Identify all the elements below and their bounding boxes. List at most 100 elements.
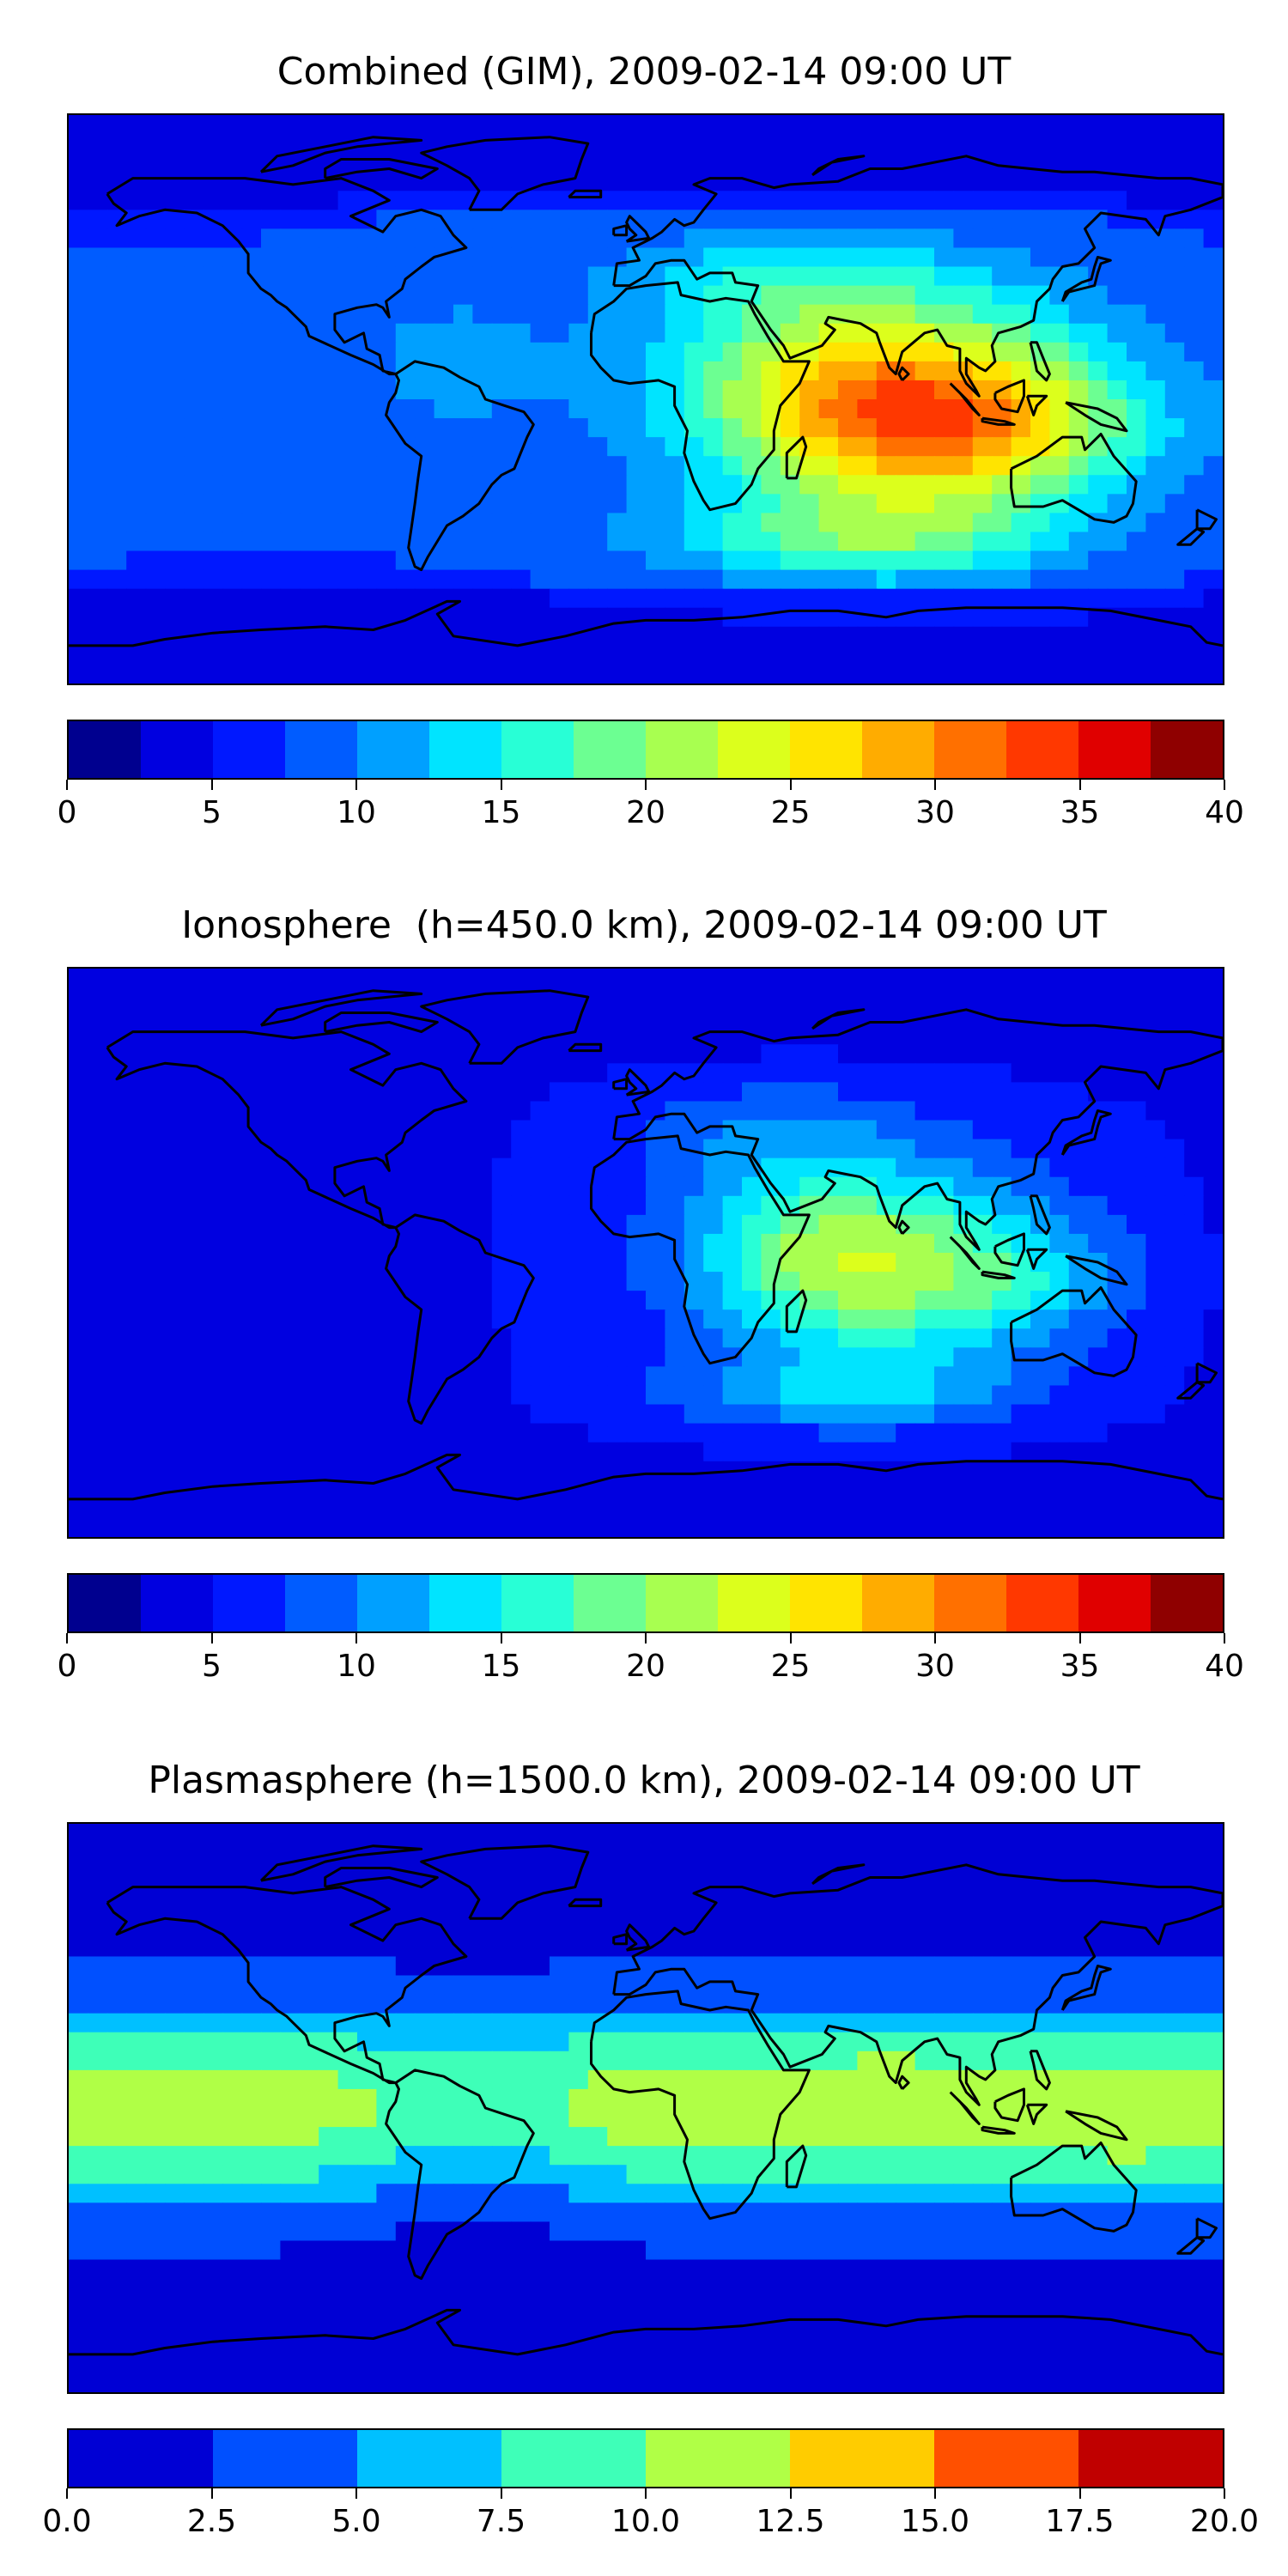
field-cell bbox=[184, 247, 204, 268]
field-cell bbox=[1049, 1214, 1070, 1235]
field-cell bbox=[1184, 2184, 1205, 2204]
field-cell bbox=[722, 342, 743, 362]
field-cell bbox=[241, 2050, 262, 2071]
field-cell bbox=[914, 1366, 935, 1387]
field-cell bbox=[165, 513, 185, 533]
field-cell bbox=[818, 1082, 839, 1103]
field-cell bbox=[626, 607, 647, 628]
field-cell bbox=[972, 2050, 993, 2071]
field-cell bbox=[1203, 342, 1223, 362]
field-cell bbox=[972, 1918, 993, 1939]
field-cell bbox=[88, 1385, 108, 1406]
field-cell bbox=[184, 2032, 204, 2052]
field-cell bbox=[857, 513, 878, 533]
field-cell bbox=[1030, 2032, 1051, 2052]
field-cell bbox=[511, 1025, 532, 1046]
field-cell bbox=[491, 494, 512, 514]
field-cell bbox=[953, 626, 974, 647]
field-cell bbox=[972, 1291, 993, 1310]
field-cell bbox=[69, 323, 89, 343]
field-cell bbox=[972, 285, 993, 306]
field-cell bbox=[1164, 1328, 1185, 1349]
field-cell bbox=[1011, 2146, 1031, 2166]
field-cell bbox=[530, 323, 550, 343]
field-cell bbox=[261, 2184, 282, 2204]
coastline bbox=[981, 1270, 1016, 1279]
field-cell bbox=[665, 513, 685, 533]
field-cell bbox=[914, 1347, 935, 1368]
colorbar-segment bbox=[141, 1575, 213, 1631]
field-cell bbox=[587, 494, 608, 514]
field-cell bbox=[1068, 134, 1089, 154]
field-cell bbox=[165, 2013, 185, 2033]
field-cell bbox=[838, 2088, 859, 2109]
field-cell bbox=[434, 228, 454, 249]
field-cell bbox=[415, 2088, 435, 2109]
field-cell bbox=[1203, 1157, 1223, 1178]
field-cell bbox=[222, 588, 243, 609]
field-cell bbox=[972, 1461, 993, 1481]
field-cell bbox=[241, 1899, 262, 1920]
field-cell bbox=[1164, 626, 1185, 647]
field-cell bbox=[453, 588, 474, 609]
field-cell bbox=[857, 266, 878, 287]
field-cell bbox=[972, 1937, 993, 1958]
field-cell bbox=[88, 418, 108, 438]
field-cell bbox=[165, 1195, 185, 1216]
field-cell bbox=[319, 361, 339, 381]
field-cell bbox=[626, 437, 647, 457]
field-cell bbox=[530, 550, 550, 571]
field-cell bbox=[357, 475, 378, 495]
field-cell bbox=[1011, 285, 1031, 306]
field-cell bbox=[165, 1253, 185, 1273]
field-cell bbox=[838, 626, 859, 647]
field-cell bbox=[818, 1918, 839, 1939]
field-cell bbox=[1011, 475, 1031, 495]
field-cell bbox=[261, 1975, 282, 1996]
field-cell bbox=[69, 1291, 89, 1310]
field-cell bbox=[1127, 1272, 1147, 1291]
field-cell bbox=[126, 2202, 147, 2223]
field-cell bbox=[550, 588, 570, 609]
field-cell bbox=[683, 1082, 704, 1103]
field-cell bbox=[280, 1157, 301, 1178]
field-cell bbox=[722, 115, 743, 135]
field-cell bbox=[1184, 1843, 1205, 1862]
field-cell bbox=[1145, 2032, 1166, 2052]
field-cell bbox=[491, 532, 512, 552]
field-cell bbox=[587, 1253, 608, 1273]
field-cell bbox=[857, 1044, 878, 1065]
field-cell bbox=[1068, 2013, 1089, 2033]
field-cell bbox=[838, 1101, 859, 1121]
field-cell bbox=[818, 134, 839, 154]
field-cell bbox=[1011, 1025, 1031, 1046]
field-cell bbox=[319, 1899, 339, 1920]
field-cell bbox=[838, 2127, 859, 2147]
field-cell bbox=[780, 645, 800, 665]
field-cell bbox=[857, 1498, 878, 1519]
field-cell bbox=[780, 266, 800, 287]
field-cell bbox=[184, 2127, 204, 2147]
field-cell bbox=[742, 2069, 762, 2090]
field-cell bbox=[1145, 266, 1166, 287]
field-cell bbox=[1049, 2202, 1070, 2223]
field-cell bbox=[395, 626, 416, 647]
field-cell bbox=[319, 1956, 339, 1977]
field-cell bbox=[703, 1517, 724, 1537]
field-cell bbox=[742, 342, 762, 362]
field-cell bbox=[165, 1006, 185, 1026]
field-cell bbox=[646, 987, 666, 1007]
field-cell bbox=[703, 2032, 724, 2052]
field-cell bbox=[88, 550, 108, 571]
map-combined bbox=[67, 113, 1224, 685]
field-cell bbox=[1145, 228, 1166, 249]
field-cell bbox=[665, 304, 685, 325]
field-cell bbox=[395, 1195, 416, 1216]
field-cell bbox=[953, 1843, 974, 1862]
field-cell bbox=[222, 1843, 243, 1862]
field-cell bbox=[934, 569, 955, 590]
field-cell bbox=[1203, 1063, 1223, 1084]
field-cell bbox=[357, 1899, 378, 1920]
field-cell bbox=[319, 2146, 339, 2166]
field-cell bbox=[914, 380, 935, 400]
